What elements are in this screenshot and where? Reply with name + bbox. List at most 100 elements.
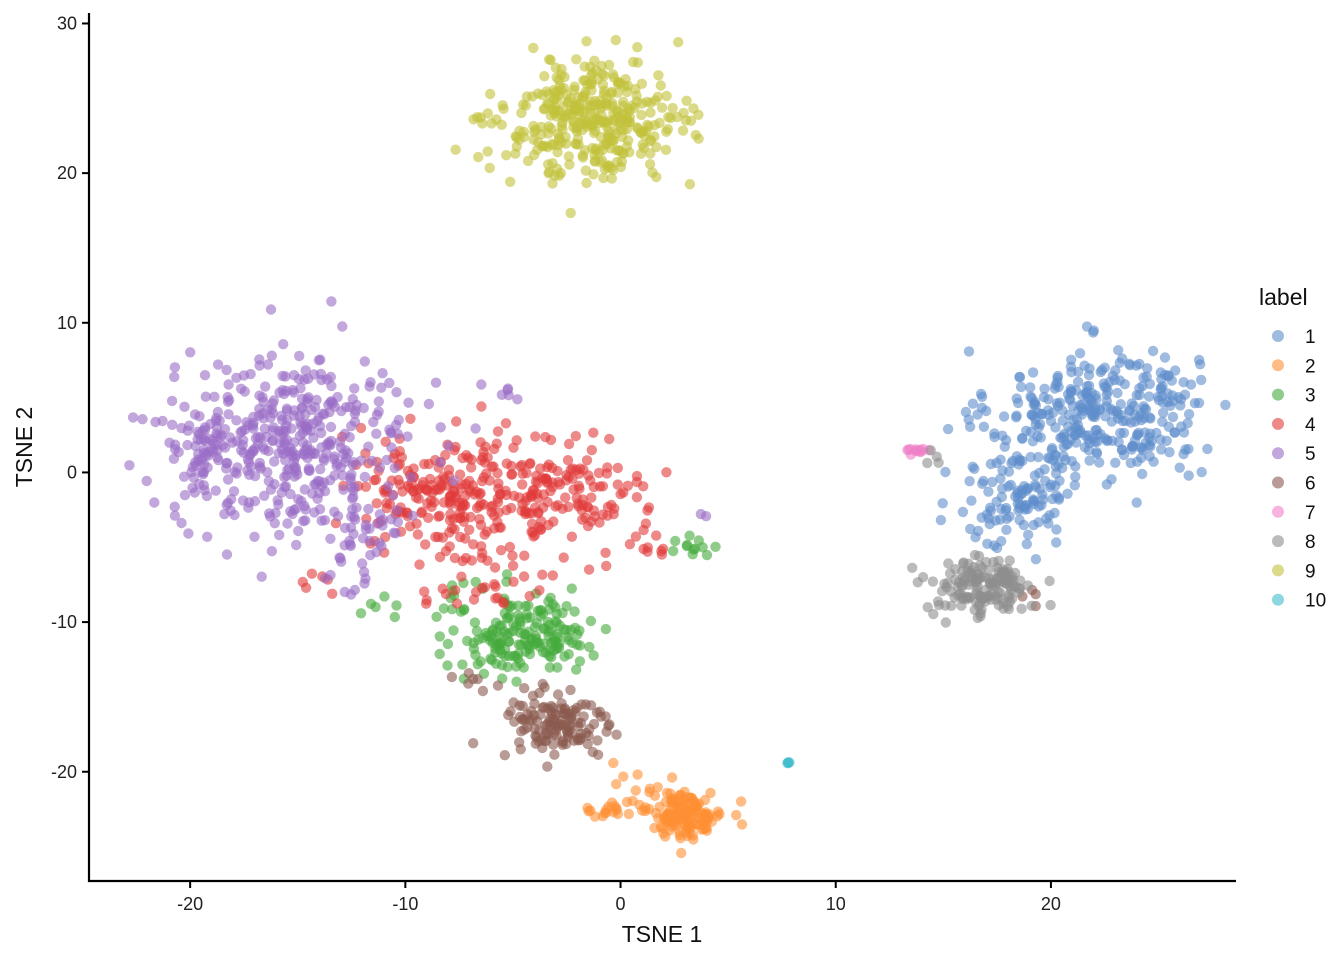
data-point: [1183, 409, 1195, 420]
data-point: [505, 176, 516, 187]
data-point: [339, 456, 351, 468]
x-tick-label: -20: [177, 894, 203, 914]
data-point: [589, 155, 601, 166]
data-point: [300, 582, 312, 593]
data-point: [430, 377, 442, 388]
data-point: [1094, 457, 1105, 468]
legend-label-2: 2: [1305, 356, 1316, 377]
y-axis-ticks: -20 -10 0 10 20 30: [51, 13, 89, 782]
data-point: [325, 421, 337, 433]
y-tick-label: 20: [57, 163, 77, 183]
data-point: [499, 750, 510, 761]
data-point: [612, 462, 623, 474]
data-point: [624, 117, 635, 128]
data-point: [573, 501, 584, 512]
data-point: [940, 600, 951, 611]
data-point: [1034, 467, 1045, 479]
data-point: [700, 511, 712, 522]
data-point: [553, 105, 564, 117]
data-point: [517, 479, 528, 490]
data-point: [294, 350, 305, 362]
data-point: [468, 637, 479, 649]
data-point: [525, 489, 537, 500]
data-point: [1037, 489, 1048, 500]
data-point: [386, 442, 397, 453]
data-point: [434, 631, 445, 642]
data-point: [631, 96, 642, 107]
data-point: [319, 486, 331, 497]
data-point: [293, 494, 304, 505]
data-point: [615, 488, 626, 500]
data-point: [588, 427, 599, 438]
legend-label-9: 9: [1305, 561, 1316, 582]
data-point: [1021, 483, 1033, 494]
data-point: [553, 476, 564, 488]
data-point: [366, 455, 378, 466]
data-point: [357, 558, 368, 569]
data-point: [531, 731, 542, 743]
data-point: [1179, 389, 1191, 400]
data-point: [699, 794, 711, 806]
data-point: [590, 65, 602, 76]
data-point: [559, 651, 570, 662]
data-point: [285, 506, 296, 517]
data-point: [1101, 435, 1113, 446]
data-point: [997, 465, 1008, 476]
data-point: [266, 546, 278, 557]
data-point: [243, 502, 254, 513]
data-point: [1119, 379, 1131, 390]
data-point: [313, 355, 325, 366]
data-point: [393, 474, 404, 486]
data-point: [254, 390, 265, 401]
data-point: [348, 528, 359, 540]
data-point: [473, 151, 484, 163]
data-point: [278, 339, 289, 350]
data-point: [222, 391, 233, 403]
data-point: [582, 520, 594, 532]
data-point: [347, 393, 358, 405]
data-point: [644, 783, 656, 794]
data-point: [450, 144, 461, 155]
data-point: [511, 676, 522, 687]
data-point: [588, 718, 600, 730]
data-point: [185, 347, 196, 358]
data-point: [321, 448, 332, 459]
data-point: [529, 698, 540, 709]
data-point: [1137, 468, 1148, 480]
data-point: [582, 738, 593, 750]
data-point: [273, 448, 284, 459]
data-point: [1095, 429, 1106, 440]
data-point: [246, 461, 257, 472]
data-point: [677, 125, 689, 136]
data-point: [606, 173, 617, 184]
y-tick-label: -20: [51, 762, 77, 782]
data-point: [705, 787, 716, 799]
data-point: [563, 151, 574, 162]
data-point: [1156, 444, 1167, 455]
data-point: [490, 581, 501, 592]
data-point: [517, 714, 528, 725]
data-point: [384, 498, 396, 510]
data-point: [274, 387, 285, 398]
data-point: [631, 470, 643, 482]
data-point: [434, 648, 445, 660]
x-tick-label: 10: [826, 894, 846, 914]
data-point: [1034, 419, 1046, 430]
data-point: [528, 149, 540, 161]
data-point: [281, 403, 293, 414]
data-point: [391, 387, 402, 398]
legend-key-9: [1272, 564, 1284, 577]
data-point: [279, 471, 290, 483]
data-point: [978, 421, 990, 432]
data-point: [1015, 381, 1027, 393]
data-point: [376, 540, 387, 552]
data-point: [390, 528, 401, 539]
data-point: [1081, 321, 1093, 332]
data-point: [570, 430, 581, 442]
data-point: [364, 381, 375, 392]
data-point: [666, 772, 678, 783]
data-point: [1022, 529, 1034, 540]
data-point: [585, 615, 597, 627]
data-point: [688, 103, 699, 114]
data-point: [497, 100, 508, 111]
